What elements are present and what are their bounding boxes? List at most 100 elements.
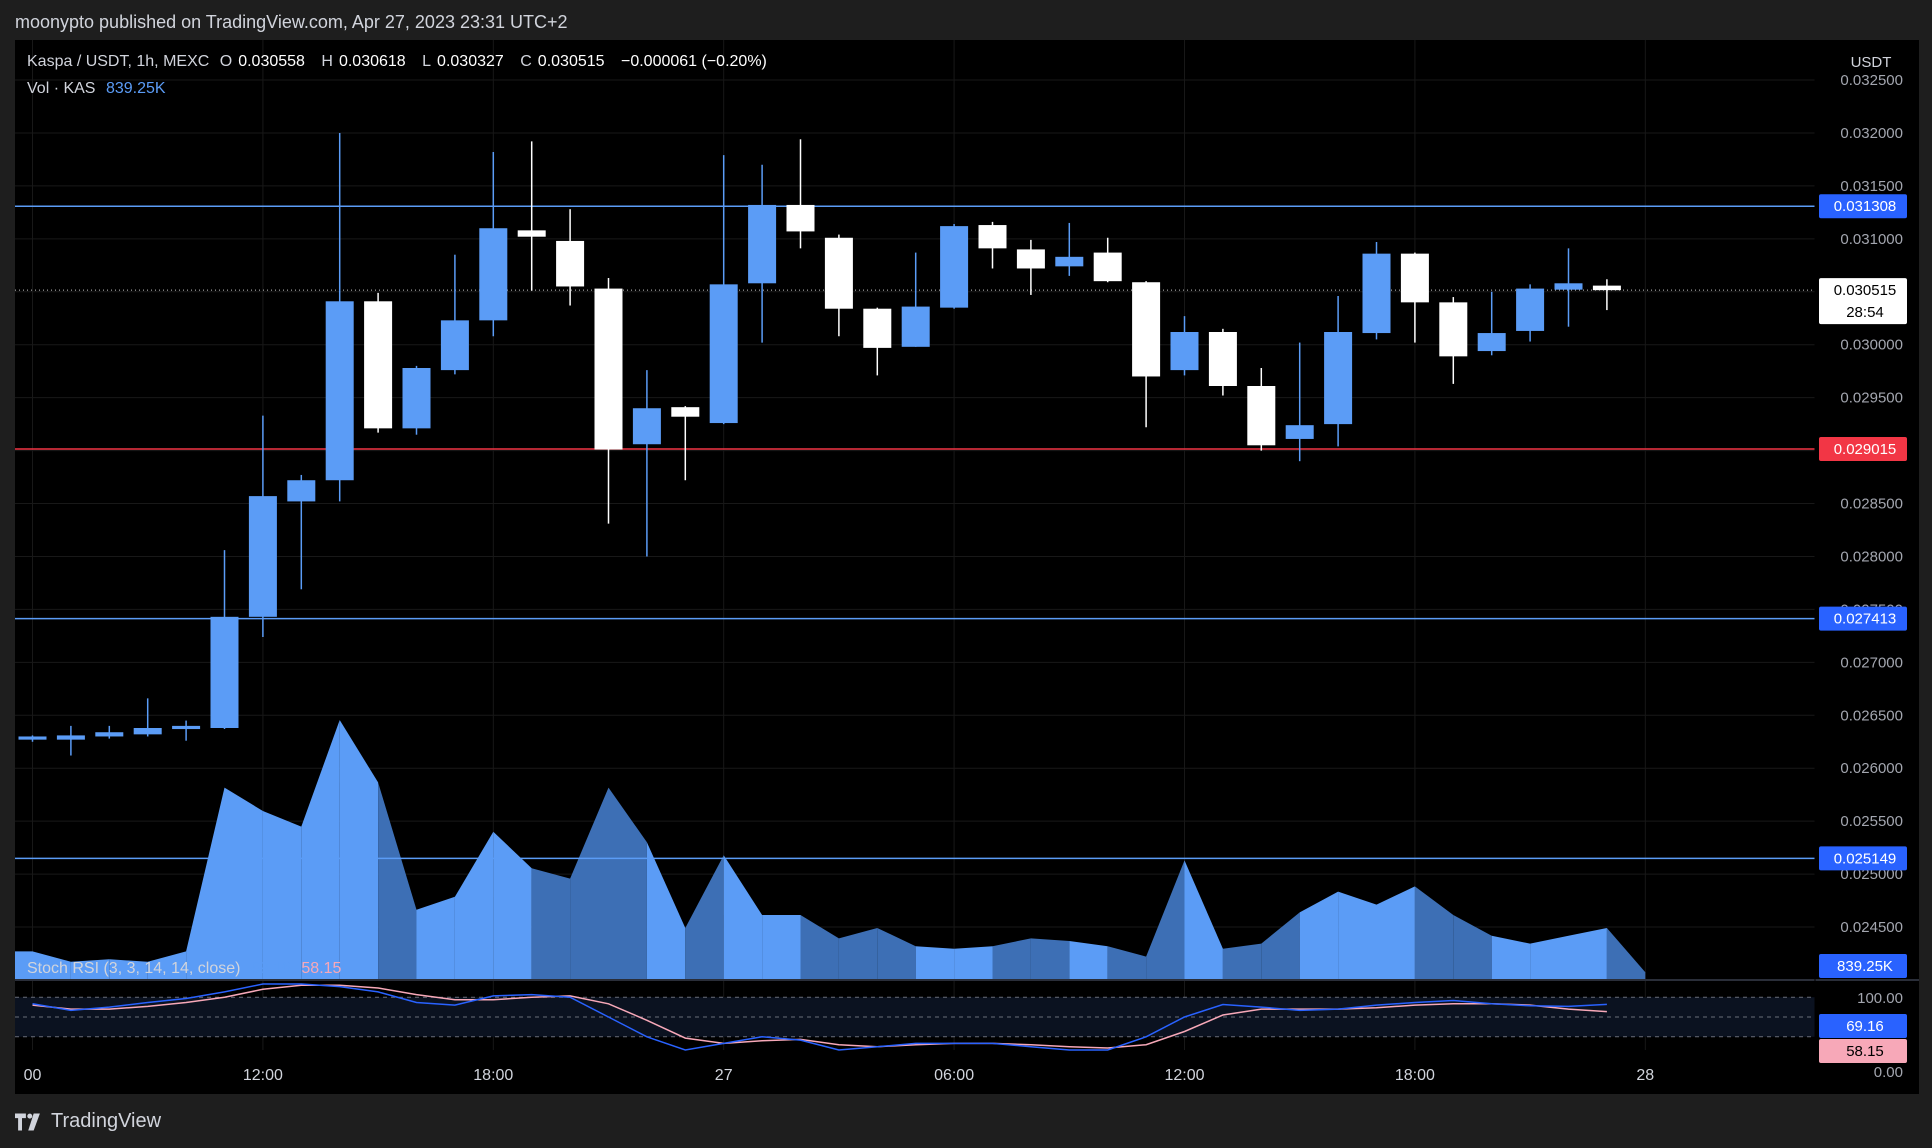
candle-body [940,226,969,308]
candle [210,550,239,730]
stoch-d-badge-bg [1819,1039,1907,1063]
volume-segment [1146,860,1185,980]
x-tick-label: 12:00 [1164,1067,1204,1084]
candle-body [1400,253,1429,303]
candle [95,725,124,739]
footer-bar [0,1094,1932,1148]
candle-body [1439,302,1468,357]
y-tick-label: 0.031500 [1840,178,1903,195]
candle-body [786,204,815,232]
candle-body [709,284,738,424]
y-tick-label: 0.032500 [1840,72,1903,89]
candle [364,292,393,433]
volume-segment [301,720,340,980]
candle-body [325,301,354,481]
candle-body [18,736,47,740]
volume-segment [1453,915,1492,980]
candle [632,370,661,557]
chart-frame[interactable]: USDT 0.032500 0.032000 0.031500 0.031000 0.03… [15,40,1919,1094]
level-badge: 0.031308 [1819,194,1907,219]
volume-segment [762,915,801,980]
volume-segment [186,787,225,980]
candle-body [1324,332,1353,425]
y-tick-label: 0.029500 [1840,390,1903,407]
candle [1592,279,1621,311]
candle-body [95,732,124,737]
currency-label: USDT [1851,54,1892,71]
candle-body [440,320,469,371]
candle-body [1132,282,1161,377]
candle-body [56,735,85,740]
y-tick-label: 0.026000 [1840,760,1903,777]
level-badge-text: 0.027413 [1834,611,1897,628]
candle [133,698,162,737]
volume-segment [1030,938,1070,980]
y-tick-label: 0.027000 [1840,654,1903,671]
candle [978,221,1007,269]
volume-legend: Vol · KAS 839.25K [27,80,166,98]
candle [1132,281,1161,428]
last-price-badge: 0.030515 28:54 [1819,278,1907,325]
volume-segment [570,787,609,980]
y-tick-label: 0.024500 [1840,919,1903,936]
volume-segment [378,782,417,980]
candle [1400,252,1429,343]
candle-body [287,480,316,502]
candle-body [1477,333,1506,352]
level-badge-text: 0.031308 [1834,198,1897,215]
y-tick-label: 0.030000 [1840,337,1903,354]
candle [556,209,585,306]
volume-segment [877,928,916,980]
volume-segment [1376,886,1415,980]
stoch-k-badge-bg [1819,1014,1907,1038]
candle [748,164,777,343]
candle-body [978,225,1007,249]
candle [440,254,469,375]
legend-low: 0.030327 [437,53,504,70]
last-price-badge-bg [1819,278,1907,325]
candle [901,252,930,347]
volume-badge-text: 839.25K [1837,958,1893,975]
candle [1016,239,1045,295]
volume-segment [531,868,571,980]
candle-body [133,728,162,735]
publish-bar: moonypto published on TradingView.com, A… [0,0,1932,40]
y-tick-label: 0.028000 [1840,548,1903,565]
volume-segment [800,915,839,980]
tradingview-brand[interactable]: TradingView [15,1110,161,1133]
candle-body [1285,425,1314,439]
volume-segment [224,787,263,980]
x-tick-label: 18:00 [473,1067,513,1084]
volume-segment [685,855,724,980]
candle [479,152,508,337]
candle-body [1093,252,1122,282]
candle-body [1247,386,1276,446]
candle [1324,296,1353,447]
volume-segment [646,842,686,980]
volume-legend-label: Vol · KAS [27,80,96,97]
legend-open: 0.030558 [238,53,305,70]
candle-body [479,228,508,321]
level-badge-bg [1819,437,1907,461]
candle [1093,237,1122,283]
volume-segment [723,855,763,980]
level-badge-text: 0.025149 [1834,850,1897,867]
volume-segment [1568,928,1607,980]
legend-symbol: Kaspa / USDT, 1h, MEXC [27,53,210,70]
level-badge: 0.025149 [1819,846,1907,871]
candle [1285,342,1314,462]
stoch-d-badge: 58.15 [1819,1039,1907,1063]
candle [824,234,853,337]
y-tick-label: 0.028500 [1840,496,1903,513]
candle [1554,248,1583,327]
x-tick-label: 00 [24,1067,42,1084]
volume-segment [1530,935,1569,980]
x-tick-label: 18:00 [1395,1067,1435,1084]
candle-body [1592,285,1621,291]
candle [1516,284,1545,342]
candle-body [364,301,393,429]
last-price-countdown: 28:54 [1846,304,1884,321]
volume-segment [1069,941,1108,980]
candle [287,474,316,590]
